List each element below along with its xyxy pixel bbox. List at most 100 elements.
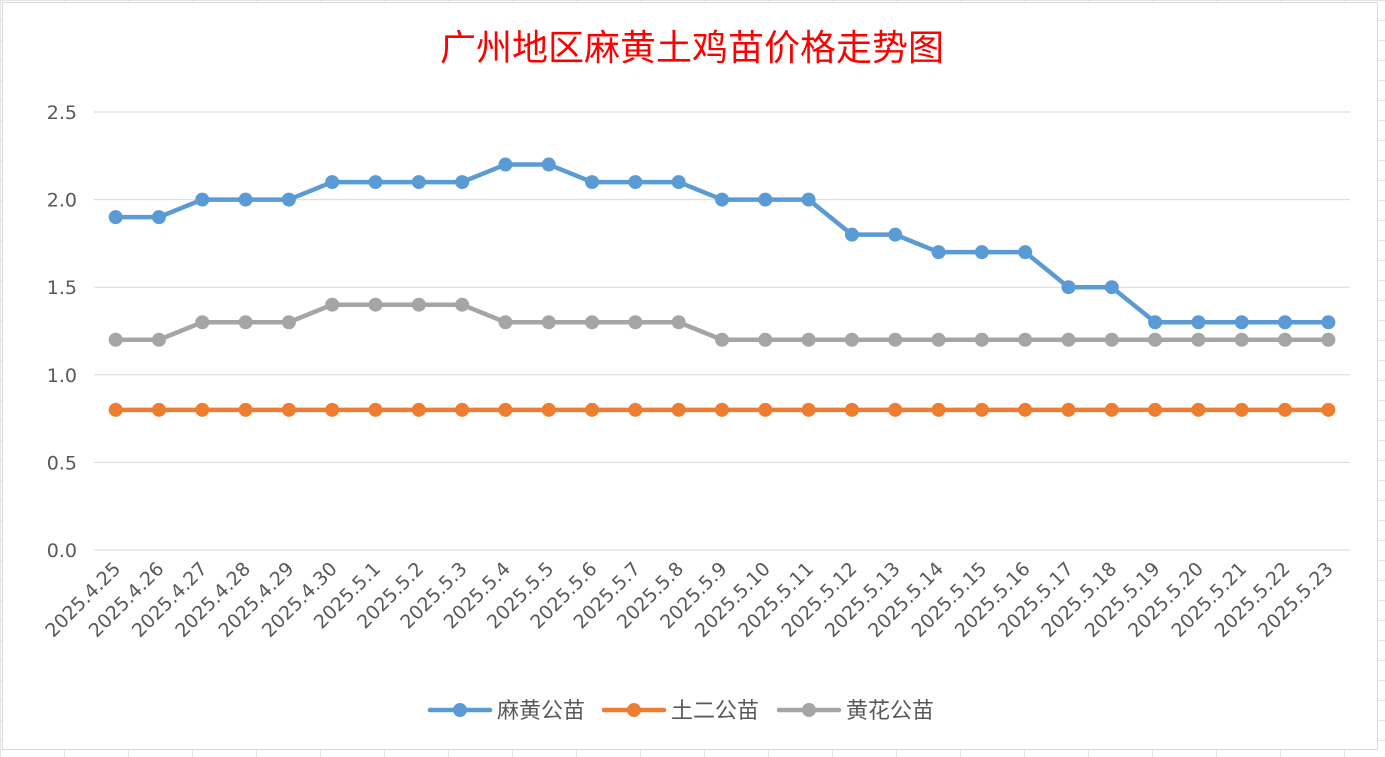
series-line xyxy=(113,162,1331,325)
data-point xyxy=(411,175,426,190)
data-point xyxy=(238,315,253,330)
legend-item[interactable]: 黄花公苗 xyxy=(776,699,934,724)
data-point xyxy=(541,315,556,330)
data-point xyxy=(1278,332,1293,347)
data-point xyxy=(541,402,556,417)
data-point xyxy=(758,402,773,417)
data-point xyxy=(1234,332,1249,347)
y-tick-label: 0.0 xyxy=(47,540,77,562)
y-tick-label: 1.5 xyxy=(47,277,77,299)
y-tick-label: 2.5 xyxy=(47,102,77,124)
data-point xyxy=(1061,402,1076,417)
data-point xyxy=(238,402,253,417)
legend-label: 麻黄公苗 xyxy=(497,699,585,724)
data-point xyxy=(844,402,859,417)
data-point xyxy=(758,332,773,347)
data-point xyxy=(411,297,426,312)
data-point xyxy=(585,402,600,417)
data-point xyxy=(1234,315,1249,330)
data-point xyxy=(498,315,513,330)
data-point xyxy=(1104,332,1119,347)
data-point xyxy=(671,175,686,190)
data-point xyxy=(368,402,383,417)
data-point xyxy=(758,192,773,207)
y-axis-ticks: 0.0 0.5 1.0 1.5 2.0 2.5 xyxy=(47,102,77,562)
data-point xyxy=(628,315,643,330)
data-point xyxy=(801,192,816,207)
data-point xyxy=(628,175,643,190)
data-point xyxy=(974,332,989,347)
data-point xyxy=(498,402,513,417)
data-point xyxy=(671,402,686,417)
data-point xyxy=(281,402,296,417)
legend[interactable]: 麻黄公苗 土二公苗 黄花公苗 xyxy=(427,699,934,724)
data-point xyxy=(281,192,296,207)
data-point xyxy=(541,157,556,172)
legend-item[interactable]: 土二公苗 xyxy=(601,699,759,724)
data-point xyxy=(1321,315,1336,330)
data-point xyxy=(1278,402,1293,417)
data-point xyxy=(931,402,946,417)
legend-marker xyxy=(802,703,816,717)
data-point xyxy=(281,315,296,330)
series-1 xyxy=(108,157,1336,330)
data-point xyxy=(585,175,600,190)
chart-title: 广州地区麻黄土鸡苗价格走势图 xyxy=(440,28,944,69)
data-point xyxy=(844,227,859,242)
data-point xyxy=(1148,402,1163,417)
legend-marker xyxy=(453,703,467,717)
y-tick-label: 2.0 xyxy=(47,190,77,212)
data-point xyxy=(1191,332,1206,347)
data-point xyxy=(325,175,340,190)
data-point xyxy=(1191,315,1206,330)
data-point xyxy=(888,332,903,347)
data-point xyxy=(411,402,426,417)
series-3 xyxy=(108,297,1336,347)
data-point xyxy=(195,402,210,417)
legend-marker xyxy=(627,703,641,717)
data-point xyxy=(151,332,166,347)
legend-label: 黄花公苗 xyxy=(846,699,934,724)
data-point xyxy=(368,175,383,190)
data-point xyxy=(1018,245,1033,260)
data-point xyxy=(1061,332,1076,347)
data-point xyxy=(325,402,340,417)
data-point xyxy=(888,402,903,417)
data-point xyxy=(455,175,470,190)
data-point xyxy=(801,332,816,347)
data-point xyxy=(1234,402,1249,417)
data-point xyxy=(715,192,729,207)
data-point xyxy=(1104,280,1119,295)
data-point xyxy=(888,227,903,242)
legend-item[interactable]: 麻黄公苗 xyxy=(427,699,585,724)
legend-label: 土二公苗 xyxy=(671,699,759,724)
data-point xyxy=(368,297,383,312)
data-point xyxy=(1104,402,1119,417)
data-point xyxy=(1148,332,1163,347)
data-point xyxy=(238,192,253,207)
series-group xyxy=(108,157,1336,417)
data-point xyxy=(1191,402,1206,417)
y-tick-label: 0.5 xyxy=(47,452,77,474)
series-2 xyxy=(108,402,1336,417)
data-point xyxy=(931,332,946,347)
data-point xyxy=(671,315,686,330)
data-point xyxy=(1148,315,1163,330)
data-point xyxy=(455,402,470,417)
data-point xyxy=(1018,402,1033,417)
data-point xyxy=(974,245,989,260)
data-point xyxy=(1321,332,1336,347)
data-point xyxy=(1061,280,1076,295)
data-point xyxy=(715,402,729,417)
data-point xyxy=(801,402,816,417)
data-point xyxy=(1278,315,1293,330)
data-point xyxy=(108,210,123,225)
data-point xyxy=(974,402,989,417)
data-point xyxy=(931,245,946,260)
data-point xyxy=(108,332,123,347)
data-point xyxy=(498,157,513,172)
data-point xyxy=(1018,332,1033,347)
data-point xyxy=(325,297,340,312)
